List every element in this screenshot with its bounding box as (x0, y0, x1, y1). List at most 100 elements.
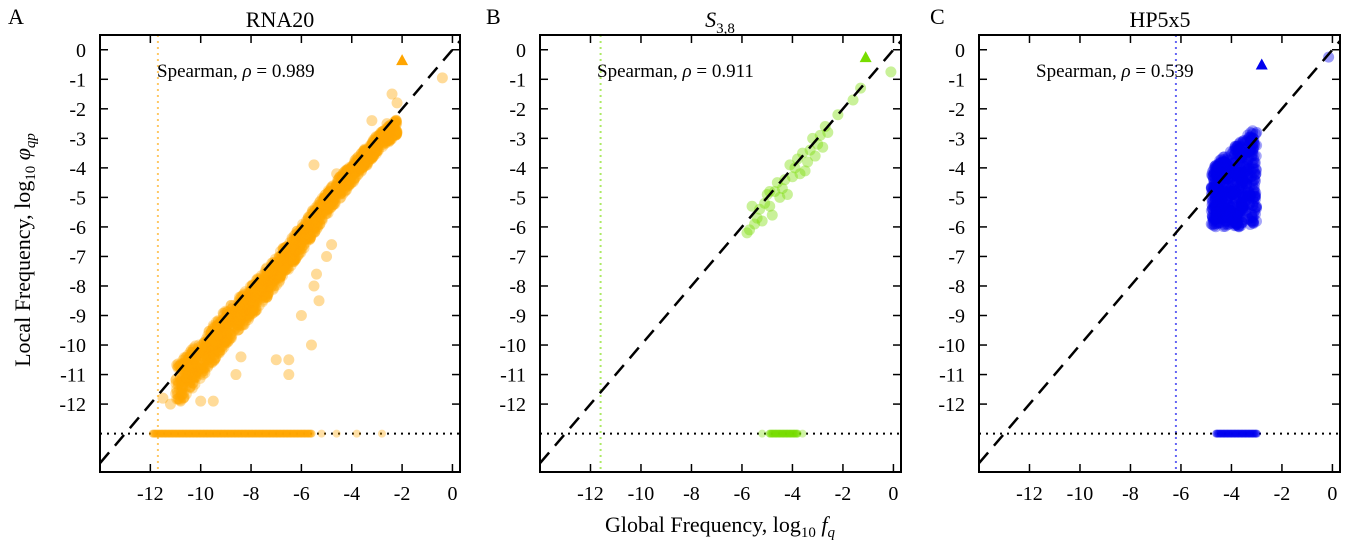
data-point (232, 306, 244, 318)
data-point (1248, 174, 1260, 186)
data-point (284, 251, 296, 263)
data-point (379, 130, 391, 142)
data-point (1211, 165, 1223, 177)
data-point (391, 126, 403, 138)
y-tick-label: -11 (939, 365, 965, 387)
data-point (184, 381, 196, 393)
data-point (357, 145, 369, 157)
data-point (1223, 156, 1235, 168)
data-point (255, 292, 267, 304)
data-point (365, 152, 377, 164)
data-point (367, 150, 379, 162)
data-point (1246, 149, 1258, 161)
data-point (1214, 217, 1226, 229)
data-point (226, 332, 238, 344)
data-point (1210, 185, 1222, 197)
data-point (1221, 207, 1233, 219)
data-point (1205, 189, 1217, 201)
data-point (248, 296, 260, 308)
data-point (204, 344, 216, 356)
data-point (341, 165, 353, 177)
data-point (384, 132, 396, 144)
data-point (179, 370, 191, 382)
data-point (1211, 206, 1223, 218)
data-point (1244, 136, 1256, 148)
y-tick-label: -8 (69, 276, 86, 298)
data-point (1218, 199, 1230, 211)
data-point (249, 288, 261, 300)
data-point (212, 316, 224, 328)
data-point (1223, 206, 1235, 218)
data-point (376, 131, 388, 143)
x-tick-label: 0 (1327, 483, 1337, 505)
data-point (249, 306, 261, 318)
data-point (180, 351, 192, 363)
data-point (288, 235, 300, 247)
data-point (231, 309, 243, 321)
data-point (1240, 162, 1252, 174)
data-point (249, 291, 261, 303)
data-point (261, 268, 273, 280)
y-tick-label: -4 (69, 158, 86, 180)
dense-band (170, 114, 403, 406)
data-point (349, 154, 361, 166)
data-point (337, 169, 349, 181)
data-point (303, 215, 315, 227)
data-point (308, 210, 320, 222)
data-point (387, 124, 399, 136)
data-point (213, 347, 225, 359)
data-point (319, 205, 331, 217)
data-point (179, 374, 191, 386)
data-point (362, 153, 374, 165)
data-point (1215, 165, 1227, 177)
data-point (261, 269, 273, 281)
data-point (304, 233, 316, 245)
data-point (1231, 141, 1243, 153)
data-point (347, 168, 359, 180)
data-point (290, 234, 302, 246)
data-point (382, 134, 394, 146)
data-point (1249, 179, 1261, 191)
data-point (1231, 140, 1243, 152)
data-point (1230, 169, 1242, 181)
data-point (1250, 150, 1262, 162)
data-point (1211, 168, 1223, 180)
data-point (277, 253, 289, 265)
data-point (1236, 195, 1248, 207)
data-point (306, 224, 318, 236)
data-point (1233, 185, 1245, 197)
data-point (1229, 167, 1241, 179)
data-point (283, 369, 295, 381)
data-point (776, 183, 788, 195)
data-point (250, 292, 262, 304)
data-point (1215, 210, 1227, 222)
data-point (360, 155, 372, 167)
data-point (1243, 189, 1255, 201)
data-point (1212, 204, 1224, 216)
data-point (242, 293, 254, 305)
data-point (345, 173, 357, 185)
data-point (388, 123, 400, 135)
data-point (1226, 164, 1238, 176)
zero-point (332, 429, 341, 438)
data-point (283, 354, 295, 366)
data-point (225, 313, 237, 325)
data-point (1227, 217, 1239, 229)
data-point (186, 359, 198, 371)
data-point (175, 390, 187, 402)
data-point (1209, 199, 1221, 211)
data-point (180, 352, 192, 364)
data-point (258, 273, 270, 285)
data-point (273, 258, 285, 270)
data-point (376, 130, 388, 142)
panel-B: -12 -10 -8 -6 -4 -2 00-1-2-3-4-5-6-7-8-9-10-11… (486, 4, 902, 505)
data-point (229, 306, 241, 318)
data-point (1219, 156, 1231, 168)
data-point (1231, 218, 1243, 230)
data-point (204, 325, 216, 337)
data-point (320, 196, 332, 208)
data-point (1233, 221, 1245, 233)
data-point (207, 340, 219, 352)
data-point (274, 272, 286, 284)
data-point (1219, 167, 1231, 179)
